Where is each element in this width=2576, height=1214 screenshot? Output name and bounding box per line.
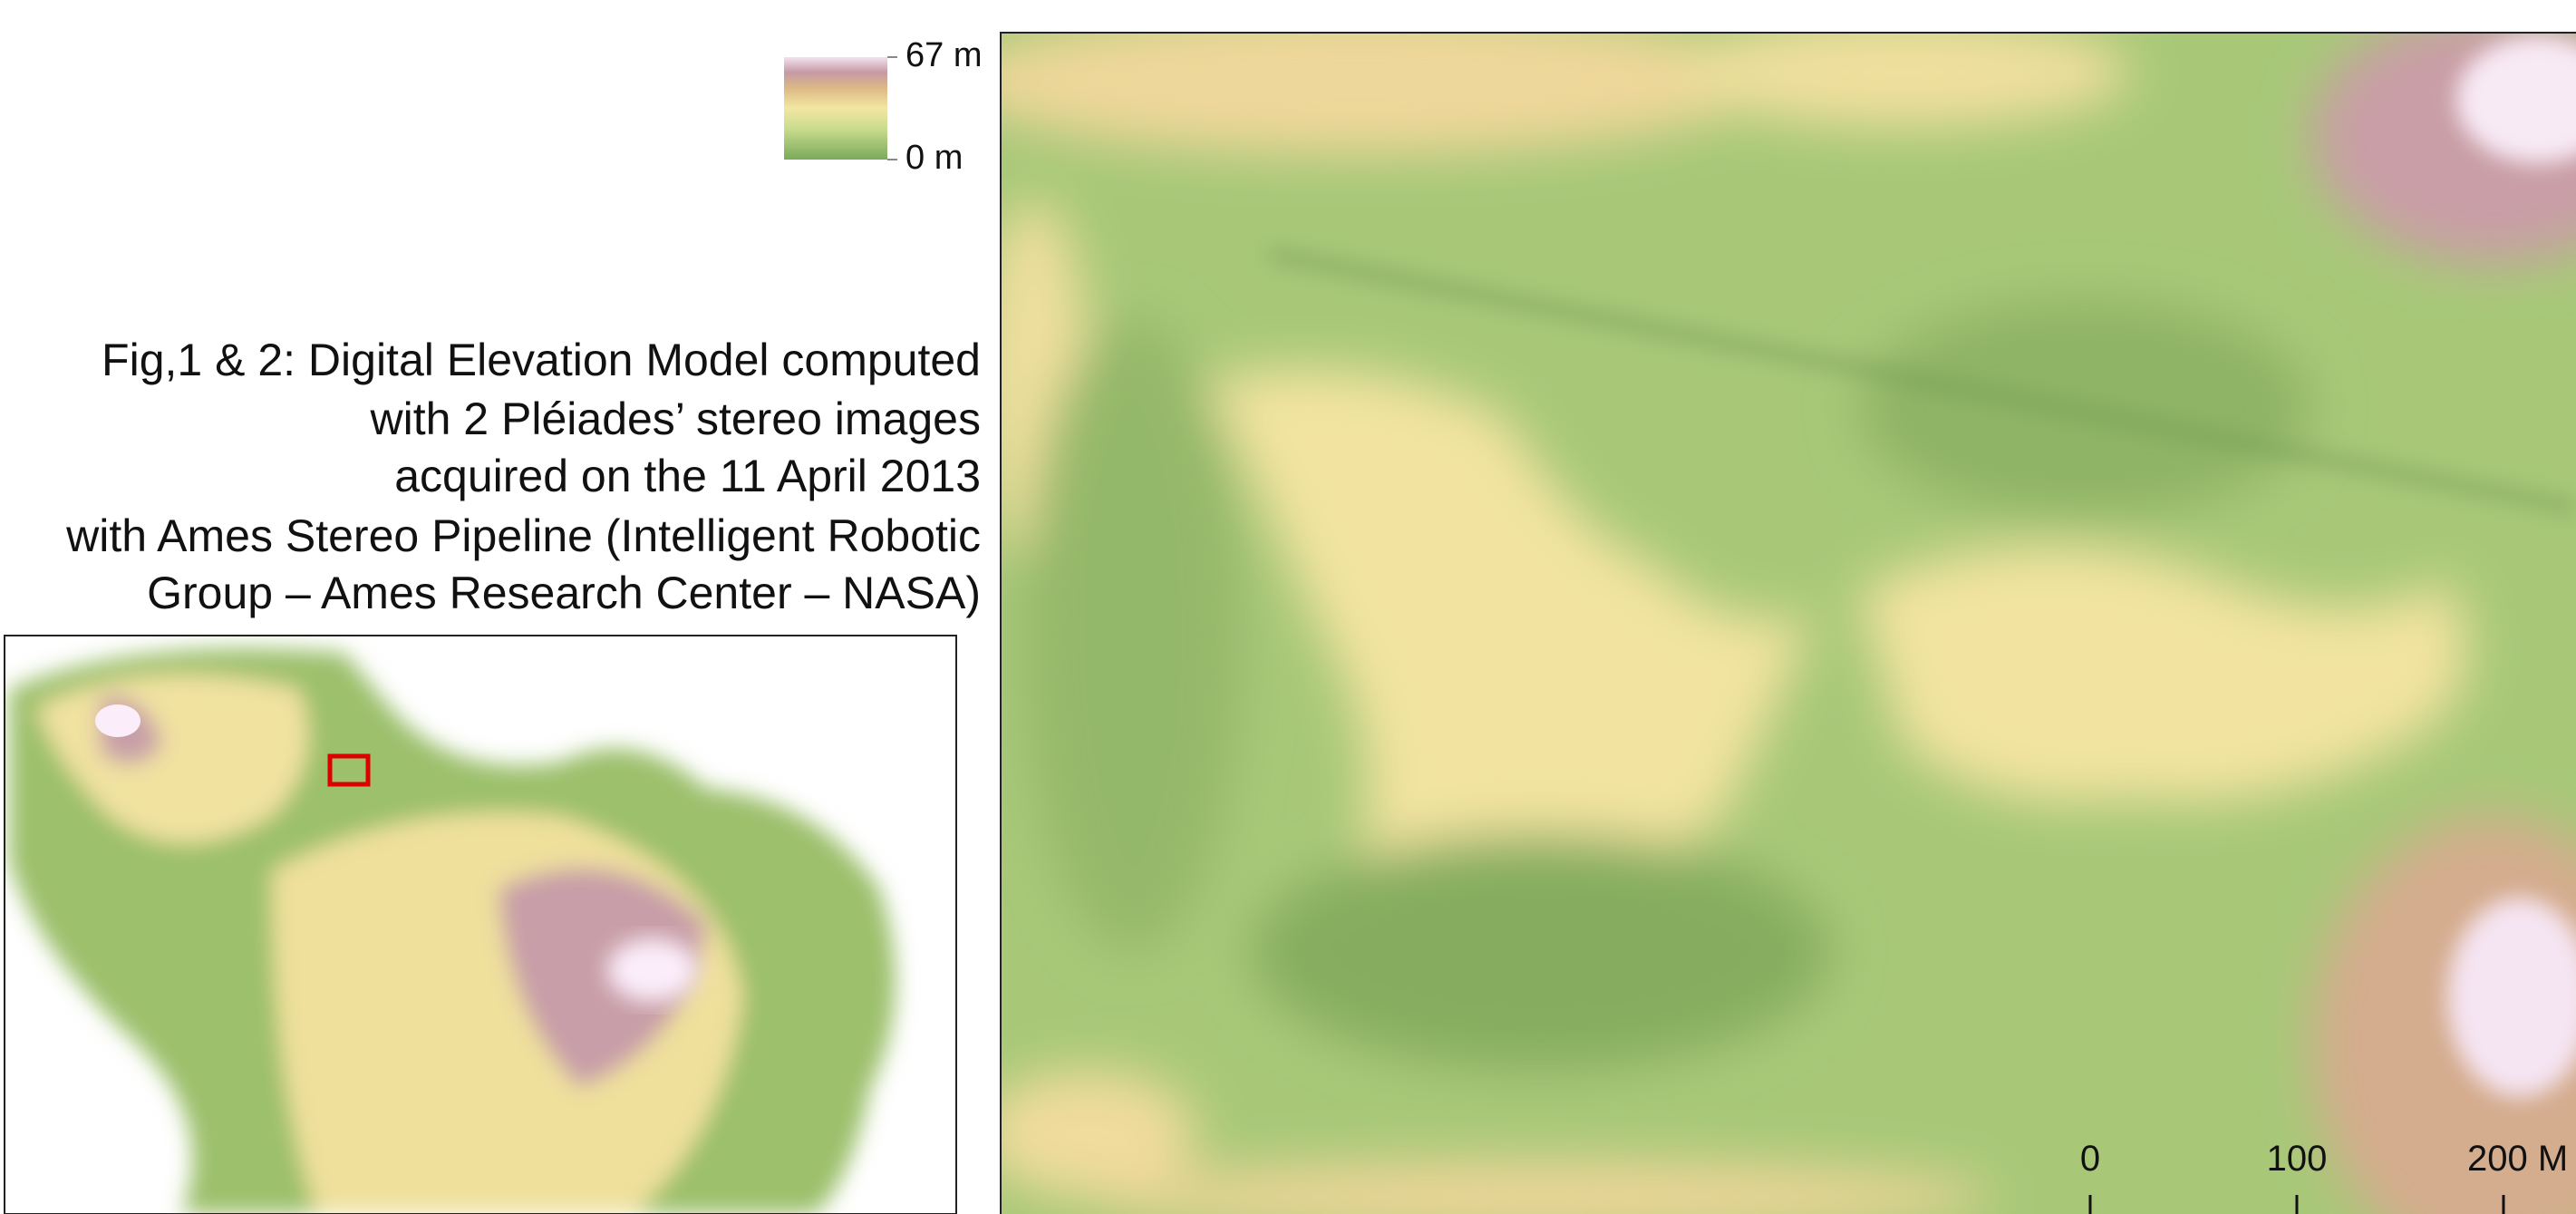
caption: Fig,1 & 2: Digital Elevation Model compu… (65, 335, 981, 618)
scale-label: 200 M (2467, 1139, 2568, 1179)
scale-label: 0 (2080, 1139, 2100, 1179)
caption-line: acquired on the 11 April 2013 (394, 451, 981, 501)
caption-line: Fig,1 & 2: Digital Elevation Model compu… (102, 335, 981, 385)
main-map (952, 9, 2576, 1214)
caption-line: with Ames Stereo Pipeline (Intelligent R… (65, 510, 981, 561)
caption-line: Group – Ames Research Center – NASA) (147, 568, 981, 618)
page: {"legend": {"max_label": "67 m", "min_la… (0, 0, 2576, 1214)
figure: 67 m 0 m Fig,1 & 2: Digital Elevation Mo… (0, 0, 2576, 1214)
legend-min: 0 m (905, 139, 963, 177)
inset-map (5, 636, 956, 1214)
caption-line: with 2 Pléiades’ stereo images (370, 393, 982, 444)
legend-max: 67 m (905, 36, 982, 74)
legend-ramp (784, 57, 887, 160)
scale-label: 100 (2267, 1139, 2328, 1179)
